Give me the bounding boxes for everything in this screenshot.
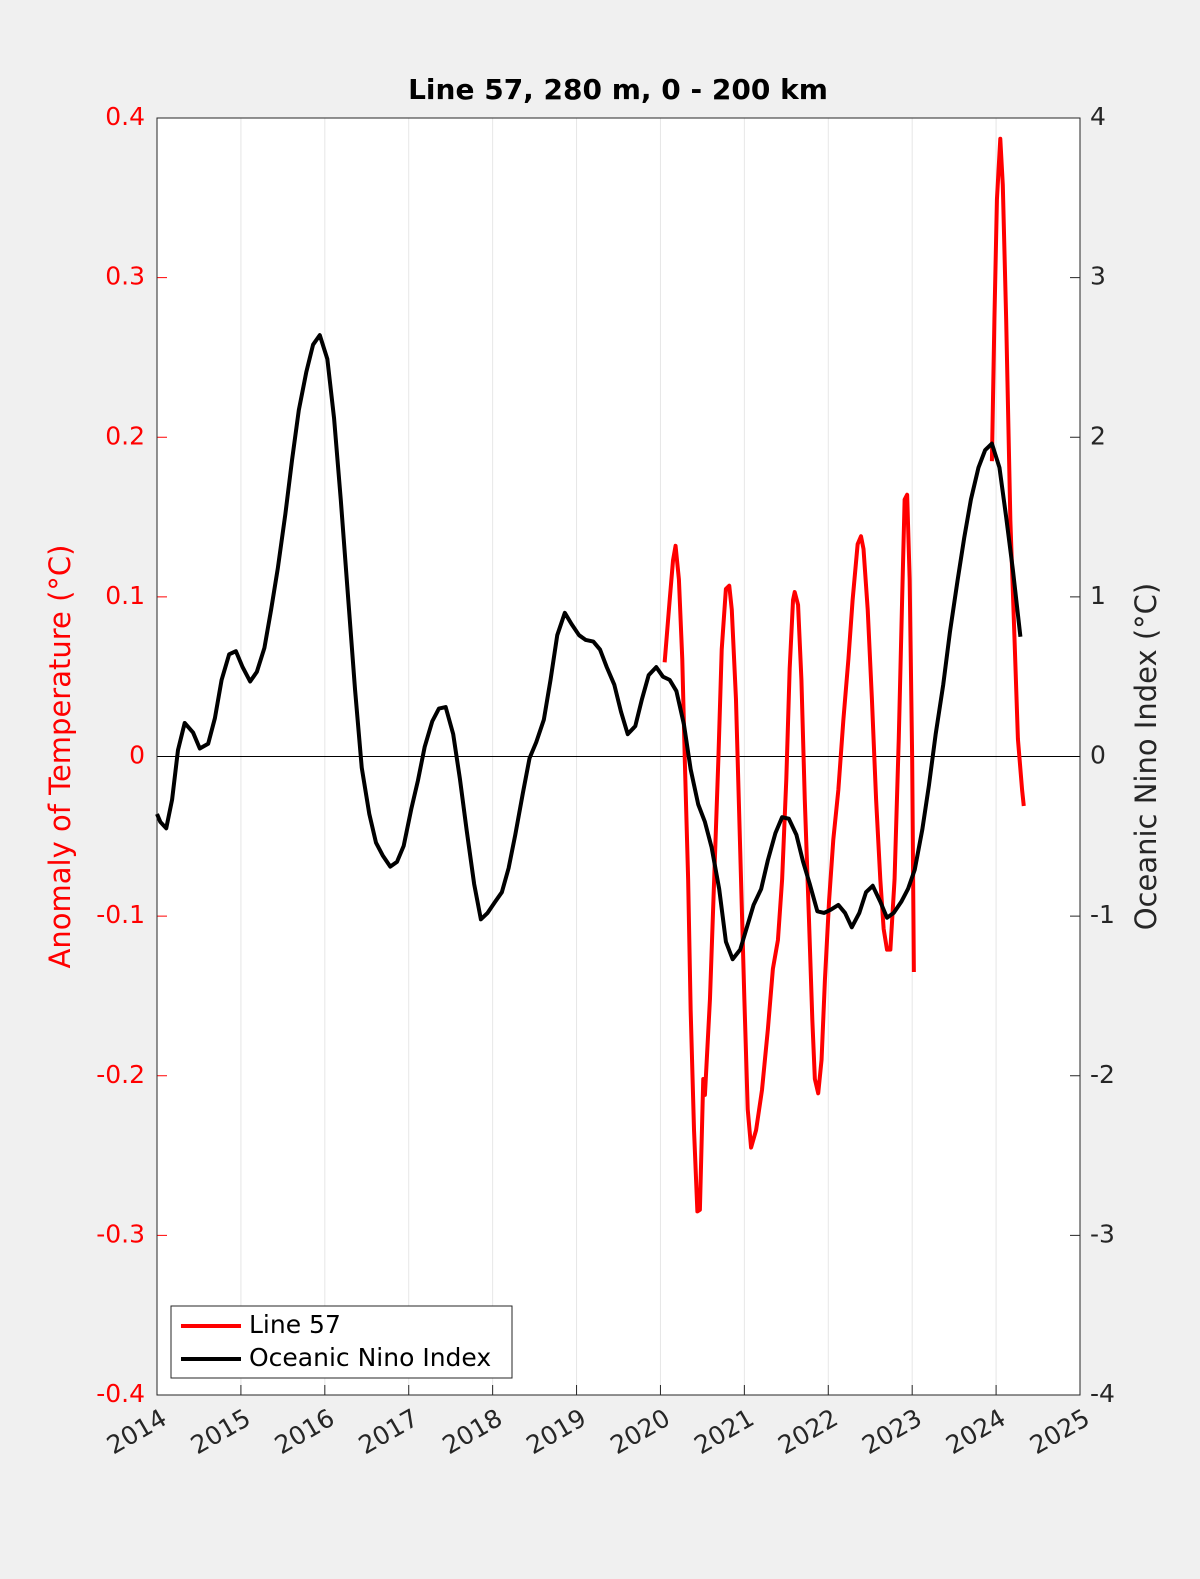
y-tick-label: 0.4 <box>105 102 145 131</box>
x-tick-label: 2017 <box>354 1403 424 1460</box>
y-tick-label: 0 <box>129 741 145 770</box>
y-tick-label: 0.2 <box>105 421 145 450</box>
legend-box <box>170 1305 513 1379</box>
y2-tick-label: -4 <box>1090 1379 1115 1408</box>
legend-label: Oceanic Nino Index <box>249 1343 491 1372</box>
x-tick-label: 2014 <box>102 1403 172 1460</box>
y-axis-label: Anomaly of Temperature (°C) <box>43 545 77 969</box>
y-tick-label: -0.2 <box>96 1060 145 1089</box>
x-tick-label: 2018 <box>438 1403 508 1460</box>
y2-tick-label: 2 <box>1090 421 1106 450</box>
y2-tick-label: 3 <box>1090 262 1106 291</box>
x-tick-label: 2016 <box>270 1403 340 1460</box>
y-tick-label: -0.4 <box>96 1379 145 1408</box>
y2-tick-label: -1 <box>1090 900 1115 929</box>
y2-tick-label: 4 <box>1090 102 1106 131</box>
chart-title: Line 57, 280 m, 0 - 200 km <box>408 73 828 106</box>
x-tick-label: 2019 <box>521 1403 591 1460</box>
x-tick-label: 2024 <box>941 1403 1011 1460</box>
plot-frame <box>156 117 1081 1396</box>
y-tick-label: 0.1 <box>105 581 145 610</box>
x-tick-label: 2021 <box>689 1403 759 1460</box>
legend-label: Line 57 <box>249 1310 341 1339</box>
y-tick-label: -0.3 <box>96 1219 145 1248</box>
x-tick-label: 2020 <box>605 1403 675 1460</box>
y2-tick-label: -3 <box>1090 1219 1115 1248</box>
y2-tick-label: 0 <box>1090 741 1106 770</box>
y-tick-label: -0.1 <box>96 900 145 929</box>
legend: Line 57 Oceanic Nino Index <box>170 1305 513 1379</box>
y-tick-label: 0.3 <box>105 262 145 291</box>
series-line <box>155 333 1023 962</box>
series-line <box>662 136 1026 1214</box>
y2-tick-label: 1 <box>1090 581 1106 610</box>
x-tick-label: 2015 <box>186 1403 256 1460</box>
x-tick-label: 2025 <box>1025 1403 1095 1460</box>
y2-tick-label: -2 <box>1090 1060 1115 1089</box>
x-tick-label: 2022 <box>773 1403 843 1460</box>
y2-axis-label: Oceanic Nino Index (°C) <box>1129 583 1163 931</box>
x-tick-label: 2023 <box>857 1403 927 1460</box>
